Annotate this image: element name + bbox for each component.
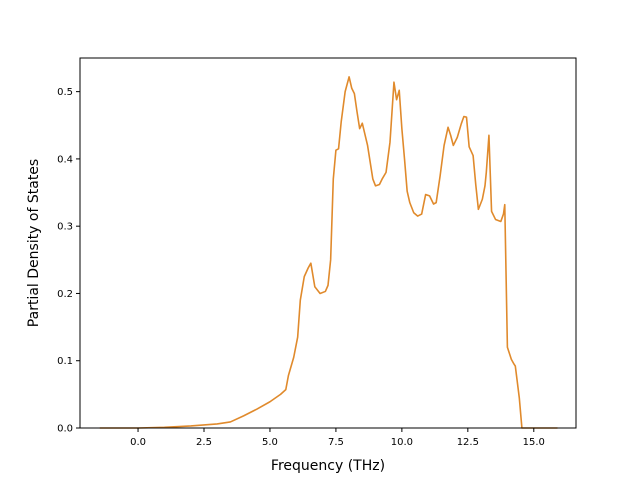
x-axis-ticks: 0.0 2.5 5.0 7.5 10.0 12.5 15.0 <box>130 428 545 448</box>
y-axis-ticks: 0.0 0.1 0.2 0.3 0.4 0.5 <box>57 87 80 435</box>
y-tick-label: 0.2 <box>57 289 73 300</box>
plot-area <box>99 76 558 429</box>
axes-frame <box>79 57 577 429</box>
x-tick-label: 0.0 <box>130 437 146 448</box>
x-tick-label: 15.0 <box>523 437 545 448</box>
x-tick-label: 2.5 <box>196 437 212 448</box>
y-tick-label: 0.1 <box>57 356 73 367</box>
y-tick-label: 0.0 <box>57 424 73 435</box>
x-tick-label: 12.5 <box>457 437 479 448</box>
x-axis-label: Frequency (THz) <box>271 458 385 474</box>
x-tick-label: 5.0 <box>262 437 278 448</box>
y-tick-label: 0.3 <box>57 222 73 233</box>
x-tick-label: 10.0 <box>391 437 413 448</box>
y-tick-label: 0.4 <box>57 154 73 165</box>
y-tick-label: 0.5 <box>57 87 73 98</box>
series-line <box>99 76 558 429</box>
y-axis-label: Partial Density of States <box>26 159 42 327</box>
x-tick-label: 7.5 <box>328 437 344 448</box>
